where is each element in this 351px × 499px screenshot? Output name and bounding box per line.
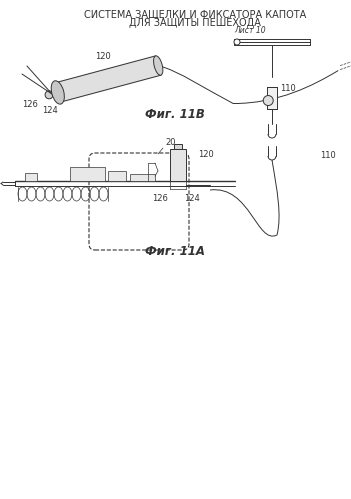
Text: 126: 126 [22,100,38,109]
Bar [170,149,186,181]
Bar [267,87,277,109]
Text: 120: 120 [198,150,214,159]
Ellipse shape [154,56,163,75]
Bar [25,173,37,181]
Text: Фиг. 11В: Фиг. 11В [145,107,205,120]
Text: ДЛЯ ЗАЩИТЫ ПЕШЕХОДА: ДЛЯ ЗАЩИТЫ ПЕШЕХОДА [129,18,261,28]
Ellipse shape [51,81,64,104]
Bar [174,144,182,149]
Text: 110: 110 [280,83,296,92]
Text: 124: 124 [42,106,58,115]
Text: Фиг. 11А: Фиг. 11А [145,245,205,257]
Text: Лист 10: Лист 10 [234,26,266,35]
Ellipse shape [234,39,240,45]
Ellipse shape [45,91,53,99]
Text: 126: 126 [152,194,168,203]
Text: СИСТЕМА ЗАЩЕЛКИ И ФИКСАТОРА КАПОТА: СИСТЕМА ЗАЩЕЛКИ И ФИКСАТОРА КАПОТА [84,9,306,19]
Text: 124: 124 [184,194,200,203]
Polygon shape [55,56,161,102]
Text: 110: 110 [320,151,336,160]
Ellipse shape [263,95,273,106]
Text: 120: 120 [95,52,111,61]
Bar [108,171,126,181]
Text: 20: 20 [165,138,176,147]
Bar [70,167,105,181]
Bar [130,174,155,181]
Ellipse shape [53,83,62,102]
